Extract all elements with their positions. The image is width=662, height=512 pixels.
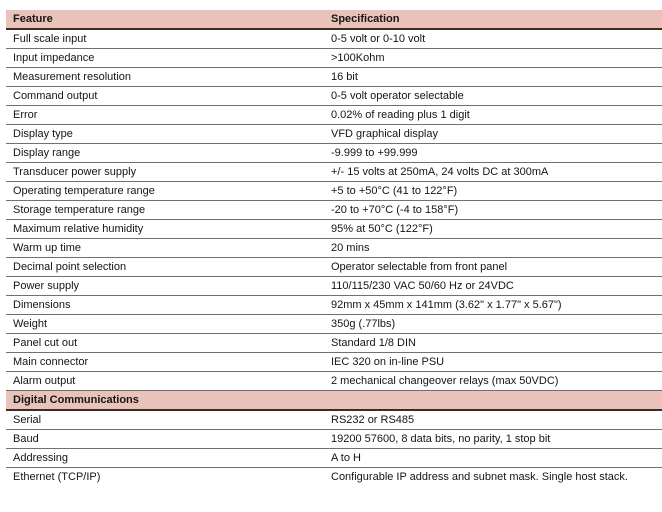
feature-cell: Command output bbox=[13, 90, 98, 102]
table-row: Operating temperature range +5 to +50°C (… bbox=[6, 182, 662, 201]
spec-cell: Standard 1/8 DIN bbox=[331, 337, 416, 349]
feature-cell: Panel cut out bbox=[13, 337, 78, 349]
table-body: Full scale input 0-5 volt or 0-10 volt Inp… bbox=[6, 30, 662, 487]
spec-cell: -20 to +70°C (-4 to 158°F) bbox=[331, 204, 459, 216]
spec-cell: 0-5 volt or 0-10 volt bbox=[331, 33, 426, 45]
spec-cell: 2 mechanical changeover relays (max 50VD… bbox=[331, 375, 559, 387]
table-row: Error 0.02% of reading plus 1 digit bbox=[6, 106, 662, 125]
spec-cell: -9.999 to +99.999 bbox=[331, 147, 418, 159]
table-row: Display type VFD graphical display bbox=[6, 125, 662, 144]
spec-cell: 0.02% of reading plus 1 digit bbox=[331, 109, 470, 121]
table-row: Measurement resolution 16 bit bbox=[6, 68, 662, 87]
feature-cell: Maximum relative humidity bbox=[13, 223, 144, 235]
feature-cell: Ethernet (TCP/IP) bbox=[13, 472, 101, 483]
table-row: Transducer power supply +/- 15 volts at 2… bbox=[6, 163, 662, 182]
table-row: Warm up time 20 mins bbox=[6, 239, 662, 258]
table-row: Display range -9.999 to +99.999 bbox=[6, 144, 662, 163]
spec-cell: A to H bbox=[331, 452, 361, 464]
feature-cell: Measurement resolution bbox=[13, 71, 132, 83]
table-row: Power supply 110/115/230 VAC 50/60 Hz or … bbox=[6, 277, 662, 296]
feature-cell: Serial bbox=[13, 414, 42, 426]
table-row: Input impedance >100Kohm bbox=[6, 49, 662, 68]
spec-cell: >100Kohm bbox=[331, 52, 385, 64]
feature-cell: Weight bbox=[13, 318, 48, 330]
spec-cell: +5 to +50°C (41 to 122°F) bbox=[331, 185, 458, 197]
table-row: Maximum relative humidity 95% at 50°C (12… bbox=[6, 220, 662, 239]
feature-cell: Operating temperature range bbox=[13, 185, 155, 197]
feature-cell: Main connector bbox=[13, 356, 89, 368]
table-row: Storage temperature range -20 to +70°C (-… bbox=[6, 201, 662, 220]
table-row: Ethernet (TCP/IP) Configurable IP address… bbox=[6, 468, 662, 487]
spec-cell: 0-5 volt operator selectable bbox=[331, 90, 464, 102]
table-row: Decimal point selection Operator selectab… bbox=[6, 258, 662, 277]
spec-cell: Configurable IP address and subnet mask.… bbox=[331, 472, 628, 483]
table-row: Full scale input 0-5 volt or 0-10 volt bbox=[6, 30, 662, 49]
table-row: Baud 19200 57600, 8 data bits, no parity,… bbox=[6, 430, 662, 449]
feature-cell: Transducer power supply bbox=[13, 166, 137, 178]
spec-cell: VFD graphical display bbox=[331, 128, 438, 140]
spec-cell: 350g (.77lbs) bbox=[331, 318, 396, 330]
table-row: Weight 350g (.77lbs) bbox=[6, 315, 662, 334]
feature-cell: Baud bbox=[13, 433, 39, 445]
feature-cell: Input impedance bbox=[13, 52, 95, 64]
spec-cell: 92mm x 45mm x 141mm (3.62" x 1.77" x 5.6… bbox=[331, 299, 562, 311]
feature-cell: Display range bbox=[13, 147, 81, 159]
spec-cell: RS232 or RS485 bbox=[331, 414, 415, 426]
table-row: Addressing A to H bbox=[6, 449, 662, 468]
column-header-specification: Specification bbox=[331, 13, 400, 25]
feature-cell: Addressing bbox=[13, 452, 69, 464]
column-header-feature: Feature bbox=[13, 13, 53, 25]
feature-cell: Display type bbox=[13, 128, 73, 140]
table-row: Main connector IEC 320 on in-line PSU bbox=[6, 353, 662, 372]
feature-cell: Full scale input bbox=[13, 33, 87, 45]
specification-table: Feature Specification Full scale input 0-… bbox=[6, 10, 662, 487]
spec-cell: IEC 320 on in-line PSU bbox=[331, 356, 445, 368]
feature-cell: Warm up time bbox=[13, 242, 82, 254]
table-row: Panel cut out Standard 1/8 DIN bbox=[6, 334, 662, 353]
spec-cell: +/- 15 volts at 250mA, 24 volts DC at 30… bbox=[331, 166, 549, 178]
feature-cell: Error bbox=[13, 109, 38, 121]
table-header-row: Feature Specification bbox=[6, 10, 662, 30]
spec-cell: 16 bit bbox=[331, 71, 358, 83]
spec-cell: 110/115/230 VAC 50/60 Hz or 24VDC bbox=[331, 280, 514, 292]
spec-cell: 20 mins bbox=[331, 242, 370, 254]
table-row: Serial RS232 or RS485 bbox=[6, 411, 662, 430]
section-header-row: Digital Communications bbox=[6, 391, 662, 411]
spec-cell: 95% at 50°C (122°F) bbox=[331, 223, 433, 235]
feature-cell: Dimensions bbox=[13, 299, 71, 311]
spec-cell: Operator selectable from front panel bbox=[331, 261, 508, 273]
feature-cell: Decimal point selection bbox=[13, 261, 127, 273]
section-header-label: Digital Communications bbox=[13, 394, 139, 406]
feature-cell: Storage temperature range bbox=[13, 204, 146, 216]
table-row: Alarm output 2 mechanical changeover rela… bbox=[6, 372, 662, 391]
feature-cell: Power supply bbox=[13, 280, 80, 292]
spec-cell: 19200 57600, 8 data bits, no parity, 1 s… bbox=[331, 433, 551, 445]
table-row: Command output 0-5 volt operator selectab… bbox=[6, 87, 662, 106]
table-row: Dimensions 92mm x 45mm x 141mm (3.62" x 1… bbox=[6, 296, 662, 315]
feature-cell: Alarm output bbox=[13, 375, 76, 387]
